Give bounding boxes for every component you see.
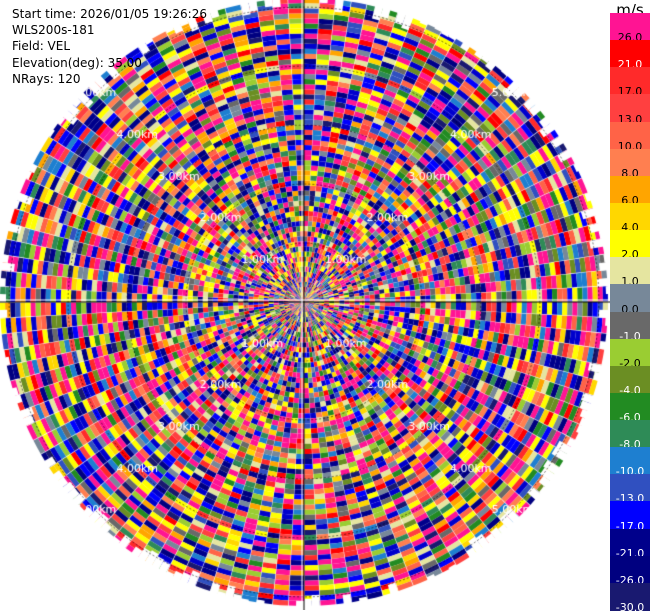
colorbar-block [610, 13, 650, 41]
colorbar-block [610, 67, 650, 95]
colorbar-block [610, 40, 650, 68]
start-time-text: Start time: 2026/01/05 19:26:26 [12, 7, 207, 21]
elevation-text: Elevation(deg): 35.00 [12, 55, 142, 70]
colorbar-block [610, 121, 650, 150]
colorbar-block [610, 338, 650, 367]
colorbar-block [610, 365, 650, 394]
field-text: Field: VEL [12, 39, 71, 54]
velocity-colorbar: m/s 26.0 21.0 17.0 13.0 10.0 8.0 6.0 4.0 2.0 1.0 0… [610, 0, 650, 614]
colorbar-block [610, 230, 650, 258]
station-name-text: WLS200s-181 [12, 23, 95, 38]
ppi-scan-canvas [0, 0, 610, 610]
colorbar-block [610, 148, 650, 177]
colorbar-block [610, 392, 650, 421]
scan-info-panel: Start time: 2026/01/05 19:26:26 WLS200s-… [12, 6, 207, 87]
colorbar-block [610, 528, 650, 557]
colorbar-block [610, 420, 650, 448]
nrays-text: NRays: 120 [12, 71, 81, 86]
colorbar-block [610, 257, 650, 285]
colorbar-block [610, 582, 650, 611]
colorbar-block [610, 474, 650, 503]
colorbar-blocks: 26.0 21.0 17.0 13.0 10.0 8.0 6.0 4.0 2.0 1.0 0.0 -1… [610, 13, 650, 614]
colorbar-tick-label: -30.0 [615, 601, 645, 614]
colorbar-block [610, 175, 650, 204]
colorbar-block [610, 202, 650, 231]
colorbar-block [610, 311, 650, 340]
colorbar-block [610, 284, 650, 313]
colorbar-block [610, 447, 650, 475]
colorbar-block [610, 501, 650, 530]
colorbar-block [610, 555, 650, 584]
colorbar-block [610, 94, 650, 123]
